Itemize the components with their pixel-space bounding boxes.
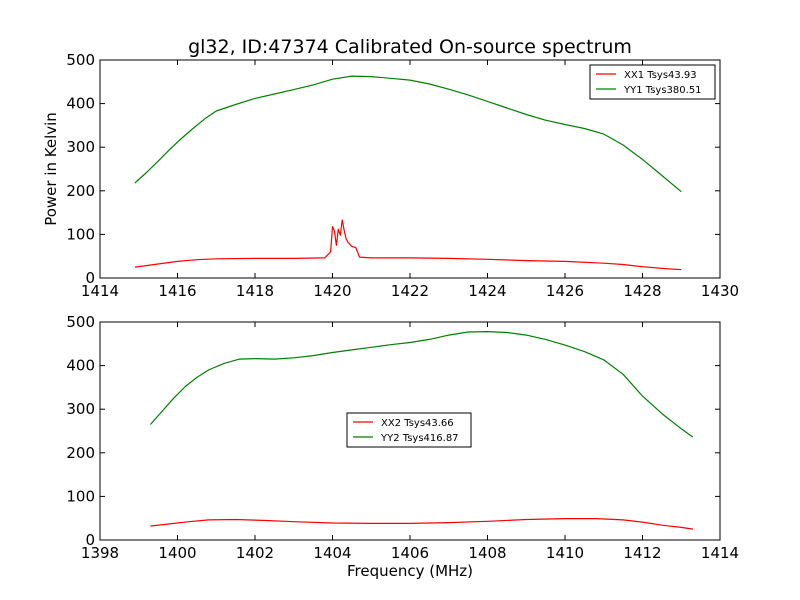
y-tick-label: 400	[66, 95, 95, 113]
y-tick-label: 300	[66, 138, 95, 156]
x-tick-label: 1430	[701, 282, 739, 300]
x-tick-label: 1406	[391, 544, 429, 562]
legend-box	[346, 412, 472, 448]
series-line-2-2	[149, 331, 694, 438]
x-tick-label: 1402	[236, 544, 274, 562]
y-tick-label: 500	[66, 313, 95, 331]
x-tick-label: 1414	[81, 282, 119, 300]
legend-1: XX1 Tsys43.93 YY1 Tsys380.51	[589, 64, 716, 100]
x-tick-label: 1418	[236, 282, 274, 300]
x-tick-label: 1408	[468, 544, 506, 562]
series-line-2-1	[150, 517, 693, 530]
y-tick-label: 400	[66, 357, 95, 375]
series-line-1-2	[134, 75, 682, 193]
y-tick-label: 200	[66, 182, 95, 200]
plot-panels: 1414 1416 1418 1420 1422 1424 1426 1428 1430 0 100…	[66, 51, 739, 562]
x-axis-label: Frequency (MHz)	[347, 562, 473, 580]
y-tick-label: 300	[66, 400, 95, 418]
chart-title: gl32, ID:47374 Calibrated On-source spec…	[188, 36, 632, 58]
y-tick-label: 0	[85, 531, 95, 549]
x-tick-label: 1422	[391, 282, 429, 300]
x-tick-label: 1412	[623, 544, 661, 562]
x-tick-label: 1398	[81, 544, 119, 562]
panel-2: 1398 1400 1402 1404 1406 1408 1410 1412 1414 0 100…	[66, 313, 739, 562]
x-tick-label: 1428	[623, 282, 661, 300]
x-tick-label: 1426	[546, 282, 584, 300]
legend-2: XX2 Tsys43.66 YY2 Tsys416.87	[346, 412, 472, 448]
x-tick-label: 1424	[468, 282, 506, 300]
legend-label: XX1 Tsys43.93	[624, 70, 697, 81]
y-tick-label: 100	[66, 225, 95, 243]
x-tick-label: 1404	[313, 544, 351, 562]
x-tick-label: 1416	[158, 282, 196, 300]
panel-1: 1414 1416 1418 1420 1422 1424 1426 1428 1430 0 100…	[66, 51, 739, 300]
y-axis-label: Power in Kelvin	[42, 112, 60, 226]
legend-label: XX2 Tsys43.66	[381, 418, 454, 429]
x-tick-label: 1410	[546, 544, 584, 562]
legend-label: YY2 Tsys416.87	[380, 433, 459, 444]
y-tick-label: 100	[66, 487, 95, 505]
legend-label: YY1 Tsys380.51	[623, 85, 702, 96]
y-tick-label: 500	[66, 51, 95, 69]
legend-box	[589, 64, 716, 100]
series-line-1-1	[134, 219, 682, 271]
y-tick-label: 0	[85, 269, 95, 287]
x-tick-label: 1400	[158, 544, 196, 562]
x-tick-label: 1420	[313, 282, 351, 300]
y-tick-label: 200	[66, 444, 95, 462]
x-tick-label: 1414	[701, 544, 739, 562]
